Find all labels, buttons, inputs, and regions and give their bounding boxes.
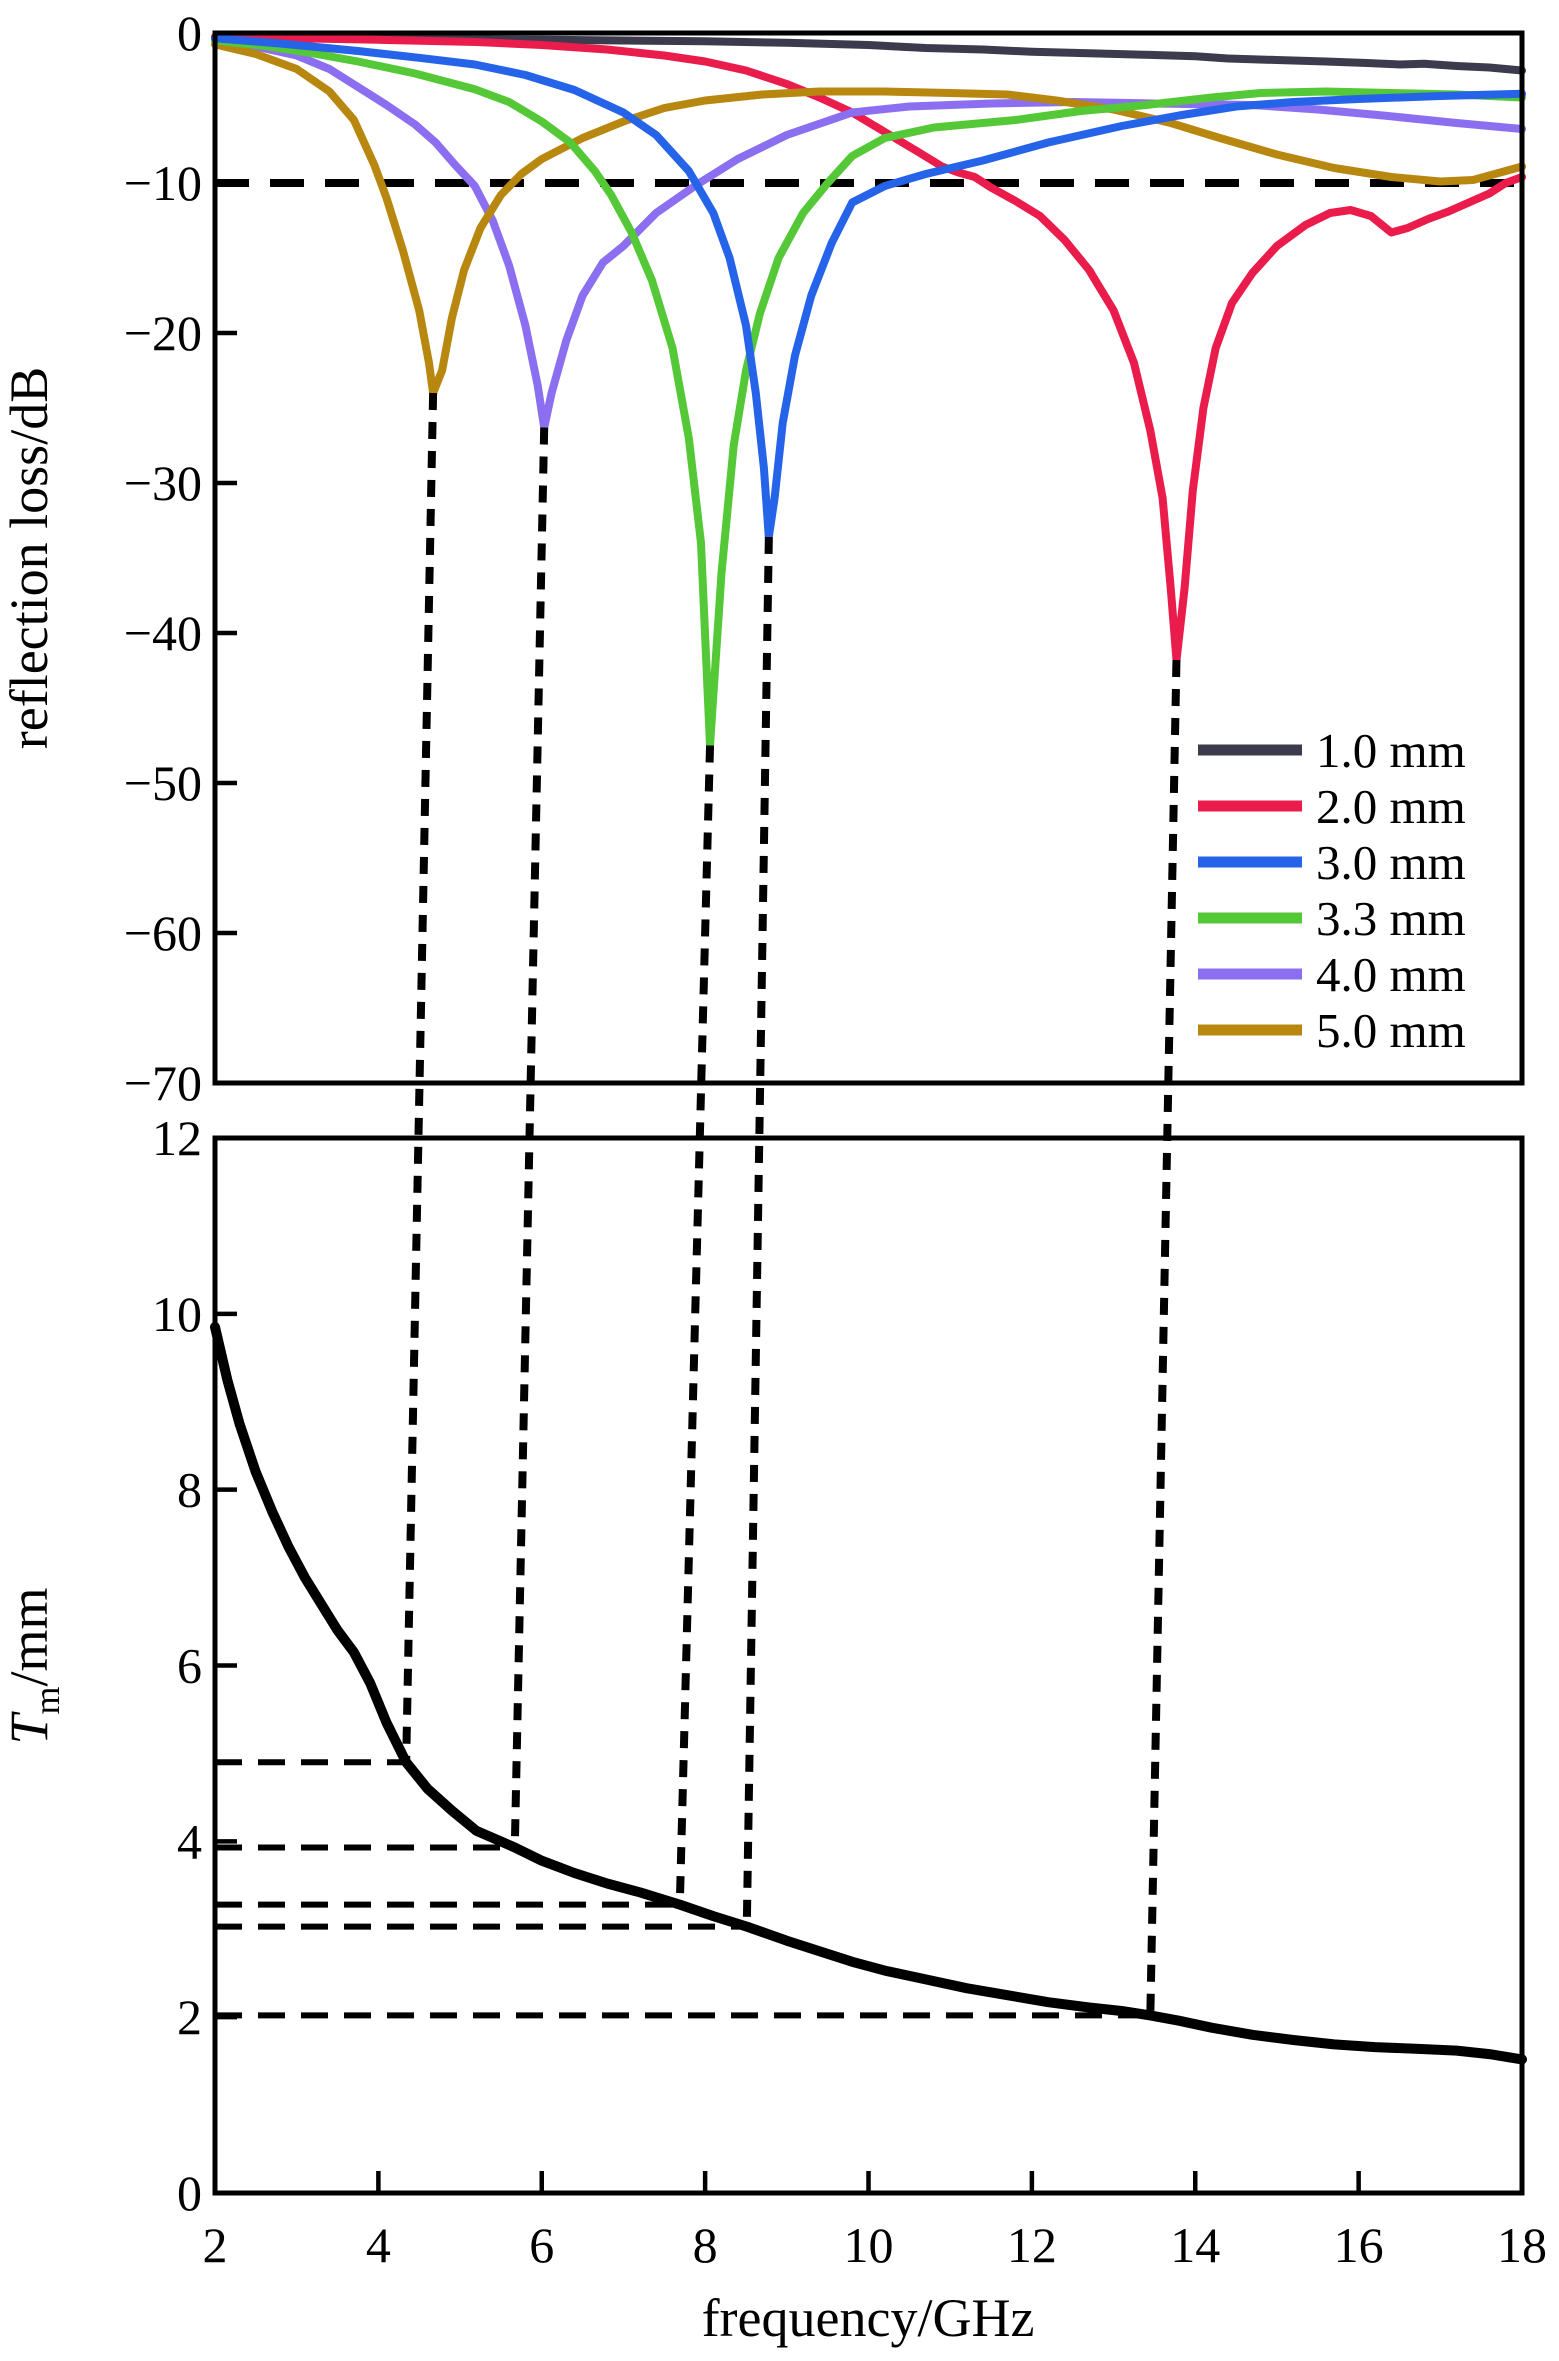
legend-label: 5.0 mm	[1316, 1003, 1466, 1058]
y-tick-label-bottom: 10	[152, 1286, 202, 1342]
dip-connector-line	[742, 536, 773, 1927]
y-tick-label-top: −20	[124, 305, 202, 361]
series-line-30mm	[211, 34, 1526, 541]
x-tick-label: 10	[844, 2217, 894, 2273]
x-tick-label: 2	[203, 2217, 228, 2273]
y-tick-label-bottom: 4	[177, 1813, 202, 1869]
y-axis-title-top: reflection loss/dB	[0, 367, 59, 749]
y-tick-label-bottom: 0	[177, 2165, 202, 2221]
dip-connector-line	[675, 745, 715, 1905]
series-line-10mm	[211, 33, 1526, 75]
y-tick-label-top: −60	[124, 905, 202, 961]
series-line-20mm	[211, 32, 1526, 664]
legend-label: 3.0 mm	[1316, 835, 1466, 890]
legend-label: 2.0 mm	[1316, 779, 1466, 834]
bottom-panel-frame	[212, 1135, 1525, 2196]
y-tick-label-top: 0	[177, 5, 202, 61]
x-tick-label: 6	[529, 2217, 554, 2273]
series-line-40mm	[211, 35, 1526, 432]
x-tick-label: 8	[693, 2217, 718, 2273]
y-tick-label-top: −30	[124, 455, 202, 511]
x-tick-label: 12	[1007, 2217, 1057, 2273]
legend-label: 1.0 mm	[1316, 723, 1466, 778]
y-tick-label-bottom: 2	[177, 1989, 202, 2045]
y-tick-label-top: −70	[124, 1055, 202, 1111]
x-tick-label: 4	[366, 2217, 391, 2273]
dip-connector-line	[1146, 659, 1181, 2016]
legend: 1.0 mm2.0 mm3.0 mm3.3 mm4.0 mm5.0 mm	[1198, 723, 1466, 1058]
y-tick-label-bottom: 8	[177, 1462, 202, 1518]
legend-label: 4.0 mm	[1316, 947, 1466, 1002]
y-tick-label-top: −10	[124, 155, 202, 211]
x-axis-title: frequency/GHz	[702, 2288, 1035, 2348]
dip-connector-line	[402, 392, 438, 1763]
y-tick-label-bottom: 12	[152, 1110, 202, 1166]
y-tick-label-bottom: 6	[177, 1638, 202, 1694]
x-tick-label: 18	[1497, 2217, 1547, 2273]
x-tick-label: 16	[1334, 2217, 1384, 2273]
top-panel-frame	[212, 30, 1525, 1086]
y-tick-label-top: −50	[124, 755, 202, 811]
series-line-50mm	[211, 40, 1526, 397]
series-line-33mm	[211, 36, 1526, 750]
y-axis-title-bottom: Tm/mm	[0, 1587, 67, 1744]
y-tick-label-top: −40	[124, 605, 202, 661]
tm-curve	[210, 1322, 1527, 2065]
legend-label: 3.3 mm	[1316, 891, 1466, 946]
x-tick-label: 14	[1170, 2217, 1220, 2273]
